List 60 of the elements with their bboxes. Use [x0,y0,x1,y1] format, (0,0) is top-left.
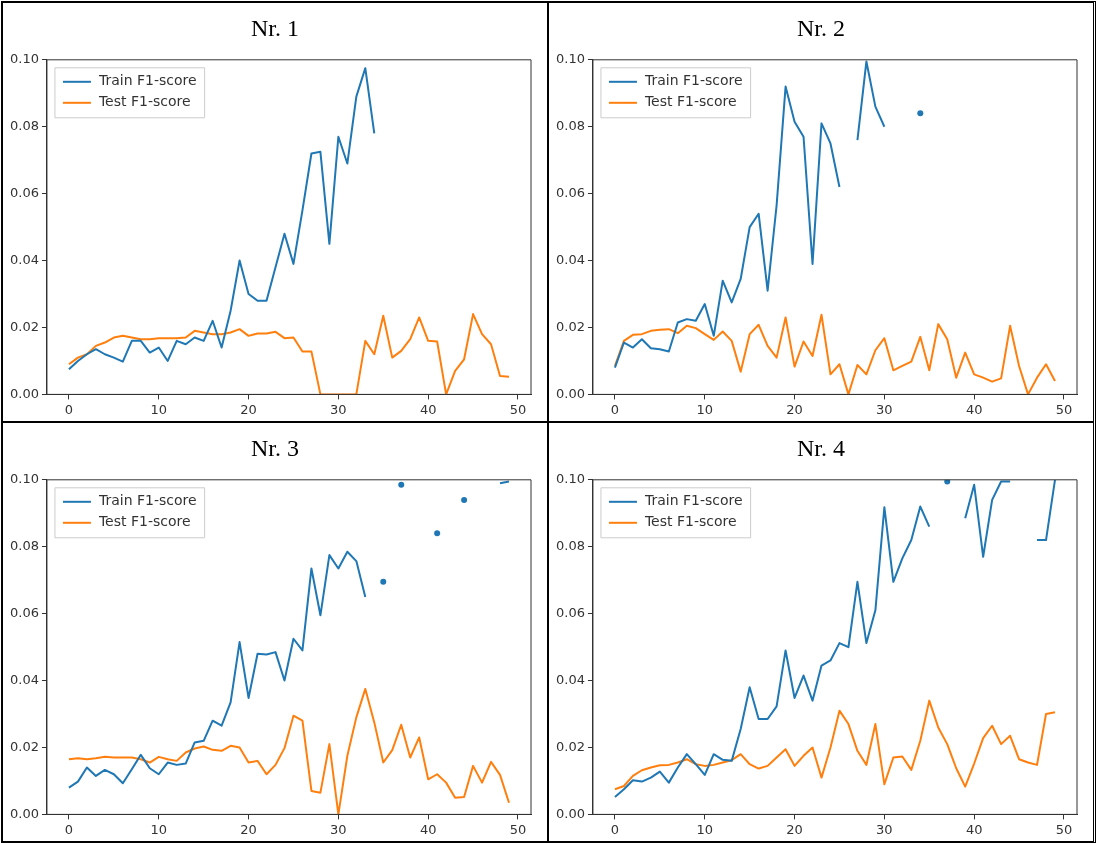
x-tick-label: 30 [876,821,893,837]
x-tick-label: 20 [240,821,257,837]
x-tick-label: 30 [330,401,347,417]
y-tick-label: 0.02 [9,738,39,754]
legend-label: Test F1-score [643,93,737,110]
y-tick-label: 0.06 [9,605,39,621]
legend-label: Train F1-score [643,72,743,89]
x-tick-label: 50 [509,401,527,417]
y-tick-label: 0.08 [9,538,39,554]
y-tick-label: 0.10 [555,51,585,67]
y-tick-label: 0.06 [9,185,39,201]
x-tick-label: 50 [1055,821,1073,837]
x-tick-label: 0 [610,401,620,417]
chart-title: Nr. 2 [796,15,846,43]
x-tick-label: 30 [330,821,347,837]
y-tick-label: 0.10 [9,51,39,67]
x-tick-label: 10 [150,401,168,417]
legend-label: Test F1-score [643,513,737,530]
y-tick-label: 0.08 [555,118,585,134]
y-tick-label: 0.10 [555,471,585,487]
y-tick-label: 0.08 [555,538,585,554]
x-tick-label: 0 [64,821,74,837]
y-tick-label: 0.00 [9,805,39,821]
y-tick-label: 0.02 [555,738,585,754]
y-tick-label: 0.00 [555,385,585,401]
x-tick-label: 0 [610,821,620,837]
y-tick-label: 0.02 [555,318,585,334]
x-tick-label: 10 [150,821,168,837]
x-tick-label: 10 [696,821,714,837]
x-tick-label: 0 [64,401,74,417]
y-tick-label: 0.00 [555,805,585,821]
x-tick-label: 50 [1055,401,1073,417]
y-tick-label: 0.10 [9,471,39,487]
y-tick-label: 0.06 [555,605,585,621]
chart-title: Nr. 1 [250,15,300,43]
x-tick-label: 40 [965,401,983,417]
legend-label: Train F1-score [643,492,743,509]
y-tick-label: 0.04 [9,671,39,687]
legend-label: Train F1-score [97,492,197,509]
y-tick-label: 0.08 [9,118,39,134]
chart-title: Nr. 3 [250,435,300,463]
y-tick-label: 0.04 [555,251,585,267]
legend-label: Test F1-score [97,93,191,110]
chart-title: Nr. 4 [796,435,846,463]
y-tick-label: 0.00 [9,385,39,401]
y-tick-label: 0.02 [9,318,39,334]
x-tick-label: 20 [240,401,257,417]
y-tick-label: 0.04 [9,251,39,267]
x-tick-label: 50 [509,821,527,837]
x-tick-label: 40 [419,401,437,417]
x-tick-label: 40 [965,821,983,837]
legend-label: Train F1-score [97,72,197,89]
y-tick-label: 0.04 [555,671,585,687]
legend-label: Test F1-score [97,513,191,530]
x-tick-label: 40 [419,821,437,837]
y-tick-label: 0.06 [555,185,585,201]
x-tick-label: 10 [696,401,714,417]
x-tick-label: 20 [786,401,803,417]
x-tick-label: 20 [786,821,803,837]
x-tick-label: 30 [876,401,893,417]
